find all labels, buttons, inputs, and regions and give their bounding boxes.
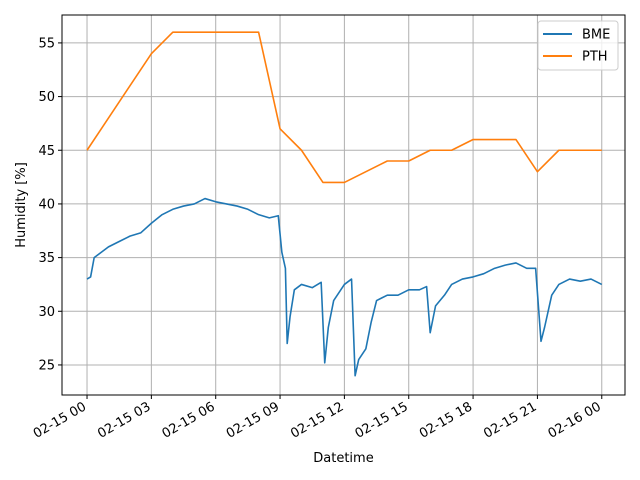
legend-label-pth: PTH	[582, 50, 608, 65]
y-tick-label: 35	[38, 251, 55, 266]
x-tick-label: 02-15 09	[224, 399, 282, 441]
x-axis-label: Datetime	[313, 451, 373, 466]
y-axis-label: Humidity [%]	[14, 162, 29, 248]
y-tick-label: 45	[38, 144, 55, 159]
x-tick-label: 02-15 18	[417, 399, 475, 441]
x-tick-label: 02-15 00	[31, 399, 89, 441]
series-lines	[86, 31, 603, 377]
y-tick-label: 30	[38, 305, 55, 320]
series-line-pth	[86, 31, 602, 184]
x-tick-label: 02-15 12	[288, 399, 346, 441]
x-axis-ticks: 02-15 00 02-15 03 02-15 06 02-15 09 02-15 12…	[31, 395, 604, 442]
plot-frame	[61, 14, 626, 396]
x-tick-label: 02-16 00	[546, 399, 604, 441]
series-line-bme	[86, 197, 603, 377]
x-tick-label: 02-15 21	[481, 399, 539, 441]
x-tick-label: 02-15 06	[160, 399, 218, 441]
y-tick-label: 55	[38, 36, 55, 51]
y-tick-label: 50	[38, 90, 55, 105]
y-axis-ticks: 25 30 35 40 45 50 55	[38, 36, 62, 373]
grid	[62, 15, 625, 395]
legend-label-bme: BME	[582, 28, 610, 43]
x-tick-label: 02-15 15	[353, 399, 411, 441]
y-tick-label: 25	[38, 358, 55, 373]
y-tick-label: 40	[38, 197, 55, 212]
x-tick-label: 02-15 03	[95, 399, 153, 441]
legend: BME PTH	[537, 20, 619, 71]
